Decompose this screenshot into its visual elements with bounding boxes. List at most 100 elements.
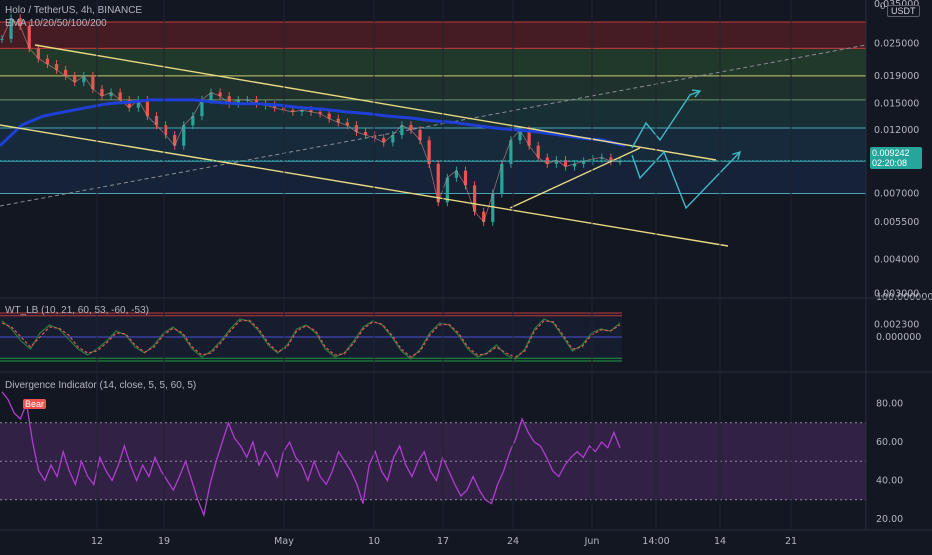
price-tick-label: 0.007000 [874,188,919,199]
time-tick-label: 21 [785,536,797,547]
price-candle [591,158,595,162]
price-candle [163,125,168,136]
price-tick-label: 0.004000 [874,254,919,265]
price-candle [445,177,449,203]
price-candle [373,135,377,139]
price-candle [482,211,486,222]
price-value: 0.009242 [872,148,910,158]
time-tick-label: 12 [91,536,103,547]
time-tick-label: May [274,536,294,547]
div-background [0,372,866,530]
price-candle [227,96,231,104]
wt-pane [0,298,866,372]
price-candle [191,116,195,126]
price-tick-label: 0.012000 [874,125,919,136]
price-candle [454,170,459,178]
ema-legend[interactable]: EMA 10/20/50/100/200 [5,18,107,29]
price-candle [391,135,395,143]
price-candle [109,92,113,97]
price-candle [345,122,349,126]
price-candle [0,38,4,40]
price-candle [300,110,304,112]
price-candle [509,140,513,164]
price-candle [45,58,50,65]
price-candle [600,157,604,159]
price-candle [118,92,122,100]
price-candle [64,69,68,76]
ema-200-line [0,98,626,148]
price-candle [209,92,213,100]
price-candle [436,163,440,203]
price-candle [327,113,331,119]
time-tick-label: Jun [584,536,600,547]
price-candle [609,157,613,162]
time-tick-label: 14 [714,536,726,547]
price-candle [73,75,77,83]
price-candle [91,75,95,89]
price-candle [354,125,359,132]
projection-path [631,150,741,210]
price-candle [500,163,504,194]
time-tick-label: 14:00 [642,536,669,547]
price-candle [400,125,404,136]
time-tick-label: 24 [507,536,519,547]
price-candle [409,125,413,130]
price-candle [336,118,340,123]
price-candle [618,161,622,163]
price-tick-label: 0.003000 [874,288,919,299]
price-candle [27,26,31,49]
divergence-legend[interactable]: Divergence Indicator (14, close, 5, 5, 6… [5,380,197,391]
price-candle [218,92,222,97]
price-candle [563,160,568,167]
time-tick-label: 17 [437,536,449,547]
price-candle [145,99,150,117]
price-candle [382,138,386,143]
price-candle [363,131,368,136]
rsi-tick-label: 60.00 [876,437,903,448]
price-close-line [1,17,620,223]
price-candle [527,130,531,146]
price-candle [182,125,186,146]
channel-upper-line [34,44,717,161]
price-candle [36,48,40,59]
price-candle [273,105,277,108]
projection-arrowhead [691,89,702,98]
divergence-pane [0,372,866,530]
projection-arrowhead [732,150,742,160]
price-candle [136,99,140,108]
price-tick-label: 0.025000 [874,39,919,50]
price-candle [545,157,549,164]
price-candle [245,99,249,101]
price-tick-label: 0.035000 [874,0,919,10]
rsi-tick-label: 40.00 [876,476,903,487]
symbol-title[interactable]: Holo / TetherUS, 4h, BINANCE [5,5,143,16]
price-candle [173,135,177,146]
price-candle [127,99,131,108]
rsi-tick-label: 80.00 [876,399,903,410]
price-tick-label: 0.019000 [874,71,919,82]
price-tick-label: 0.005500 [874,217,919,228]
wt-line [1,319,621,358]
fib-band [0,48,866,76]
price-candle [82,75,86,83]
price-candle [472,185,477,212]
currency-button[interactable]: USDT [887,5,920,17]
price-tick-label: 0.002300 [874,320,919,331]
price-candle [200,99,204,117]
wt-background [0,298,866,372]
wt-legend[interactable]: WT_LB (10, 21, 60, 53, -60, -53) [5,305,149,316]
wt-line [1,318,621,360]
top-right-value: 0 [880,1,886,12]
price-candle [491,193,495,222]
price-countdown: 02:20:08 [872,158,908,168]
price-candle [463,170,468,186]
main-price-pane [0,0,867,298]
price-candle [154,116,159,126]
price-candle [572,163,577,167]
fib-band [0,75,866,100]
projection-path [631,90,701,149]
price-badge: 0.009242 02:20:08 [870,147,922,169]
